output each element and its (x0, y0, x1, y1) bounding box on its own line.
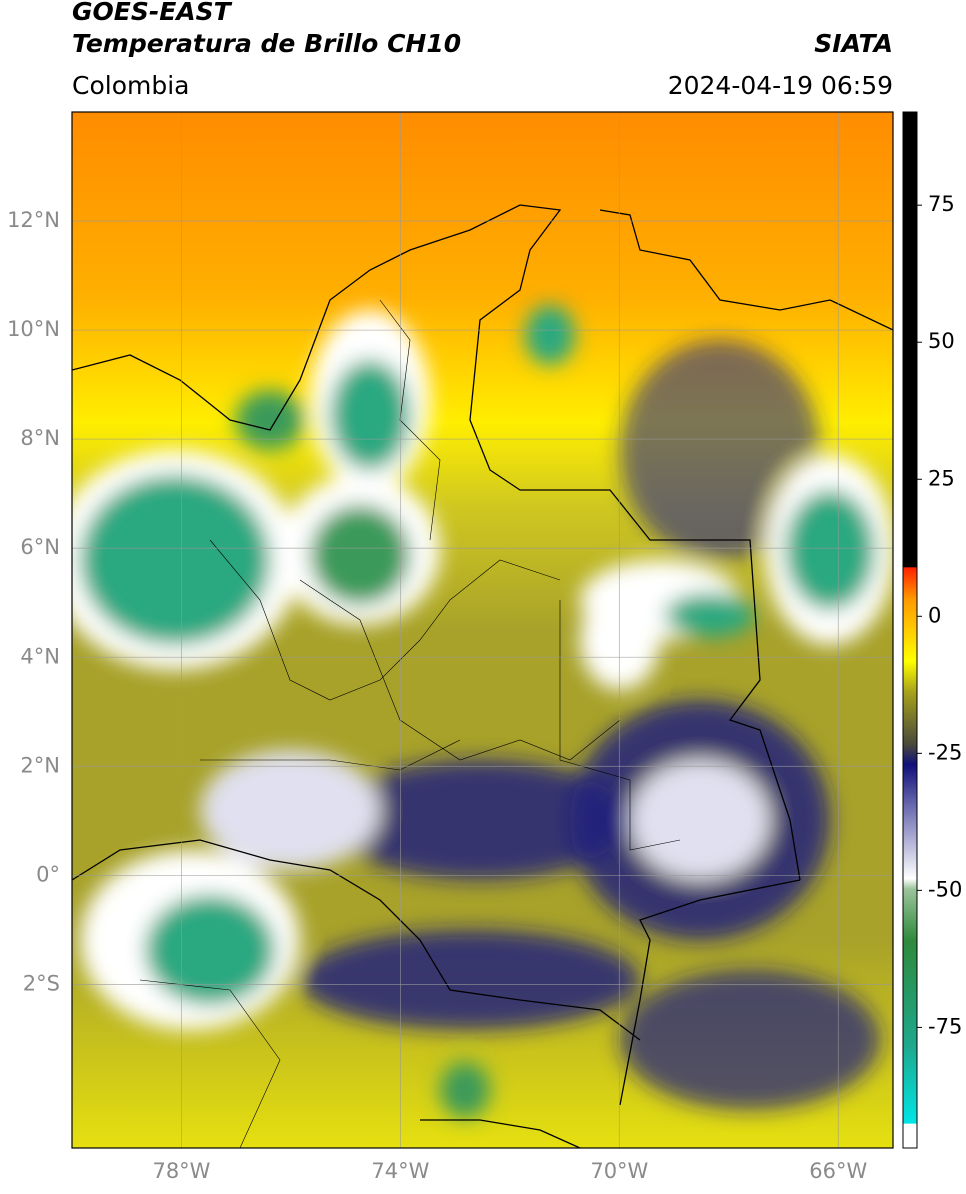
lat-tick-label: 10°N (7, 317, 60, 341)
lat-tick-label: 2°N (20, 753, 60, 777)
lon-tick-label: 66°W (809, 1159, 867, 1183)
lat-tick-label: 12°N (7, 208, 60, 232)
map-frame (71, 111, 894, 1149)
tick-labels: 78°W 74°W 70°W 66°W 12°N 10°N 8°N 6°N 4°N 2°N 0° 2°… (7, 192, 962, 1183)
lat-tick-label: 0° (36, 862, 60, 886)
region: Colombia (72, 71, 189, 100)
lat-tick-label: 6°N (20, 535, 60, 559)
colorbar-tick-label: -75 (928, 1014, 962, 1038)
lat-tick-label: 8°N (20, 426, 60, 450)
colorbar-tick-label: 0 (928, 603, 941, 627)
lon-tick-label: 74°W (371, 1159, 429, 1183)
lat-tick-label: 4°N (20, 644, 60, 668)
colorbar-tick-label: 50 (928, 329, 955, 353)
datetime: 2024-04-19 06:59 (668, 71, 893, 100)
satellite-image (72, 112, 893, 1148)
colorbar-tick-label: -25 (928, 740, 962, 764)
graticule (72, 112, 893, 1148)
source: SIATA (814, 29, 893, 58)
colorbar-tick-label: -50 (928, 877, 962, 901)
lon-tick-label: 78°W (152, 1159, 210, 1183)
colorbar-tick-label: 25 (928, 466, 955, 490)
lat-tick-label: 2°S (23, 971, 60, 995)
subtitle: Temperatura de Brillo CH10 (72, 29, 461, 58)
title: GOES-EAST (72, 0, 233, 26)
colorbar-tick-label: 75 (928, 192, 955, 216)
lon-tick-label: 70°W (590, 1159, 648, 1183)
colorbar (902, 111, 918, 1149)
